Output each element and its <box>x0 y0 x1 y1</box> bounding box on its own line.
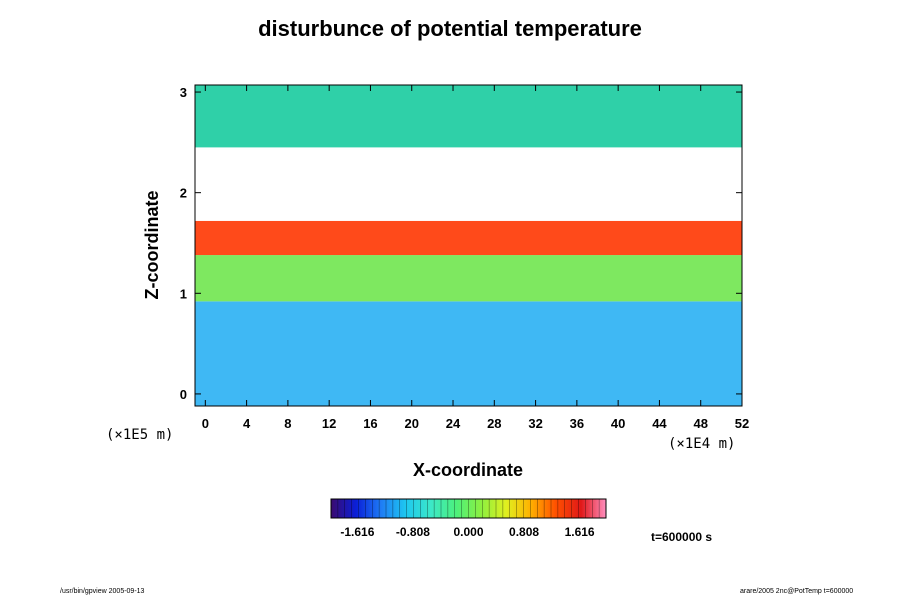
time-label: t=600000 s <box>651 530 713 544</box>
x-axis-label: X-coordinate <box>413 460 523 480</box>
y-axis-label: Z-coordinate <box>142 190 162 299</box>
field-layer-3 <box>195 147 742 221</box>
x-tick-label: 48 <box>693 416 707 431</box>
x-tick-label: 4 <box>243 416 251 431</box>
x-tick-label: 0 <box>202 416 209 431</box>
y-axis-ticks: 0 1 2 3 <box>180 85 742 402</box>
field-layer-4 <box>195 85 742 148</box>
colorbar-tick-label: 0.000 <box>453 525 483 539</box>
colorbar-tick-label: 0.808 <box>509 525 539 539</box>
x-tick-label: 12 <box>322 416 336 431</box>
y-tick-label: 0 <box>180 387 187 402</box>
x-axis-ticks: 0 4 8 12 16 20 24 28 32 36 40 44 48 52 <box>202 85 749 431</box>
field-layer-0 <box>195 301 742 406</box>
x-tick-label: 32 <box>528 416 542 431</box>
temperature-field <box>195 85 742 406</box>
x-tick-label: 20 <box>405 416 419 431</box>
field-layer-2 <box>195 220 742 256</box>
x-tick-label: 8 <box>284 416 291 431</box>
x-tick-label: 24 <box>446 416 461 431</box>
y-tick-label: 3 <box>180 85 187 100</box>
colorbar: -1.616 -0.808 0.000 0.808 1.616 <box>330 498 607 539</box>
x-axis-unit: (×1E4 m) <box>668 436 735 452</box>
x-tick-label: 40 <box>611 416 625 431</box>
colorbar-tick-label: 1.616 <box>565 525 595 539</box>
colorbar-tick-label: -0.808 <box>396 525 430 539</box>
colorbar-tick-label: -1.616 <box>340 525 374 539</box>
footer-right-text: arare/2005 2nc@PotTemp t=600000 <box>740 588 854 595</box>
y-tick-label: 2 <box>180 186 187 201</box>
field-layer-1 <box>195 255 742 302</box>
x-tick-label: 36 <box>570 416 584 431</box>
chart-title: disturbunce of potential temperature <box>258 16 642 41</box>
plot-frame <box>194 84 743 407</box>
footer-left-text: /usr/bin/gpview 2005-09-13 <box>60 588 145 595</box>
y-tick-label: 1 <box>180 286 187 301</box>
x-tick-label: 16 <box>363 416 377 431</box>
x-tick-label: 52 <box>735 416 749 431</box>
y-axis-unit: (×1E5 m) <box>106 427 173 443</box>
x-tick-label: 28 <box>487 416 501 431</box>
x-tick-label: 44 <box>652 416 667 431</box>
